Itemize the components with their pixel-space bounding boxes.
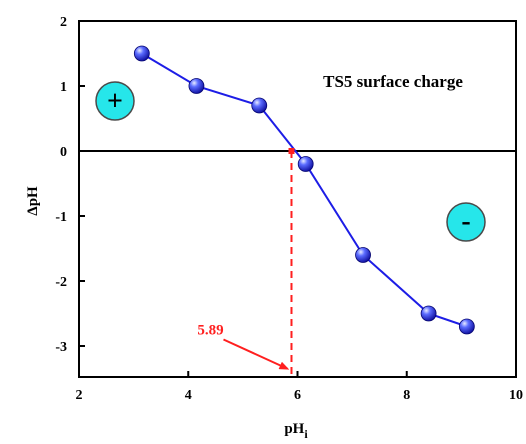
positive-charge-badge: + xyxy=(95,81,135,121)
data-point xyxy=(188,78,205,94)
plus-icon: + xyxy=(107,86,123,117)
series-markers xyxy=(133,45,475,335)
x-tick-label: 8 xyxy=(403,388,410,403)
y-tick-label: 0 xyxy=(60,145,67,160)
negative-charge-badge: - xyxy=(446,202,486,242)
x-tick-label: 4 xyxy=(185,388,192,403)
data-point xyxy=(420,305,437,322)
zero-crossing-arrow xyxy=(223,338,290,370)
y-axis-ticks: 2 1 0 -1 -2 -3 xyxy=(55,15,85,355)
x-tick-label: 2 xyxy=(76,388,83,403)
zero-crossing-marker xyxy=(288,148,295,154)
y-tick-label: -2 xyxy=(55,275,67,290)
data-point xyxy=(251,97,268,114)
minus-icon: - xyxy=(461,206,470,237)
y-tick-label: 2 xyxy=(60,15,67,30)
x-tick-label: 6 xyxy=(294,388,301,403)
y-tick-label: 1 xyxy=(60,80,67,95)
data-point xyxy=(297,156,314,172)
x-axis-ticks: 2 4 6 8 10 xyxy=(76,371,523,403)
zero-crossing-label: 5.89 xyxy=(197,322,223,338)
y-tick-label: -3 xyxy=(55,340,67,355)
x-tick-label: 10 xyxy=(509,388,523,403)
chart-title: TS5 surface charge xyxy=(323,72,463,91)
data-point xyxy=(458,318,475,335)
x-axis-label-subscript: i xyxy=(304,427,308,441)
series-line xyxy=(141,52,468,328)
data-point xyxy=(133,45,150,62)
x-axis-label: pHi xyxy=(284,421,308,441)
data-point xyxy=(355,247,371,263)
y-axis-label: ΔpH xyxy=(25,186,41,216)
y-tick-label: -1 xyxy=(55,210,67,225)
x-axis-label-base: pH xyxy=(284,421,304,437)
